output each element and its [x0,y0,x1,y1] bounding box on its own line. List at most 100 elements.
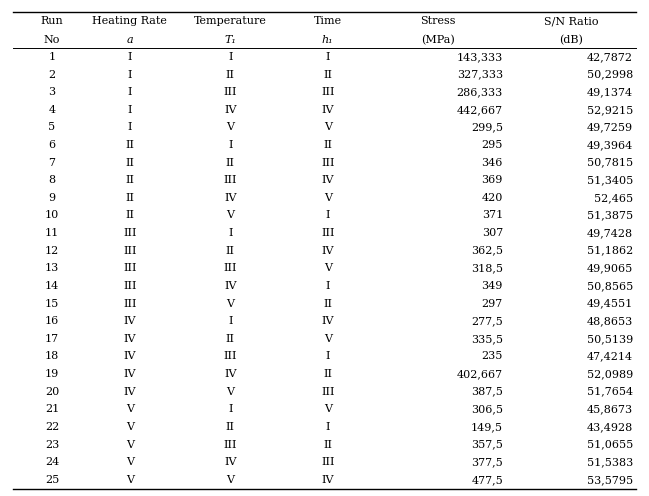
Text: 51,3405: 51,3405 [587,175,633,185]
Text: 371: 371 [482,210,503,221]
Text: V: V [227,123,234,132]
Text: 20: 20 [45,387,59,397]
Text: IV: IV [224,369,237,379]
Text: 51,0655: 51,0655 [587,439,633,449]
Text: III: III [224,352,237,362]
Text: 402,667: 402,667 [457,369,503,379]
Text: III: III [224,87,237,97]
Text: II: II [323,69,332,79]
Text: 16: 16 [45,316,59,326]
Text: 49,4551: 49,4551 [587,299,633,309]
Text: 362,5: 362,5 [471,246,503,256]
Text: No: No [43,35,60,45]
Text: 25: 25 [45,475,59,485]
Text: II: II [323,299,332,309]
Text: II: II [125,175,134,185]
Text: III: III [321,387,334,397]
Text: I: I [128,123,132,132]
Text: I: I [326,352,330,362]
Text: 1: 1 [49,52,55,62]
Text: 299,5: 299,5 [471,123,503,132]
Text: 327,333: 327,333 [457,69,503,79]
Text: 17: 17 [45,334,59,344]
Text: 22: 22 [45,422,59,432]
Text: V: V [126,422,134,432]
Text: I: I [128,87,132,97]
Text: III: III [123,228,136,238]
Text: V: V [126,439,134,449]
Text: IV: IV [224,457,237,467]
Text: IV: IV [321,175,334,185]
Text: III: III [321,228,334,238]
Text: IV: IV [321,246,334,256]
Text: 51,7654: 51,7654 [587,387,633,397]
Text: 5: 5 [49,123,55,132]
Text: 357,5: 357,5 [471,439,503,449]
Text: 47,4214: 47,4214 [587,352,633,362]
Text: 295: 295 [482,140,503,150]
Text: I: I [326,52,330,62]
Text: II: II [323,439,332,449]
Text: II: II [226,158,235,168]
Text: IV: IV [123,334,136,344]
Text: III: III [123,299,136,309]
Text: I: I [228,228,232,238]
Text: 235: 235 [482,352,503,362]
Text: 50,5139: 50,5139 [587,334,633,344]
Text: 306,5: 306,5 [471,404,503,414]
Text: Heating Rate: Heating Rate [92,16,167,26]
Text: 4: 4 [49,105,55,115]
Text: Time: Time [313,16,342,26]
Text: 19: 19 [45,369,59,379]
Text: 8: 8 [49,175,55,185]
Text: 420: 420 [482,193,503,203]
Text: V: V [227,210,234,221]
Text: II: II [226,422,235,432]
Text: S/N Ratio: S/N Ratio [544,16,598,26]
Text: V: V [126,475,134,485]
Text: 24: 24 [45,457,59,467]
Text: V: V [126,457,134,467]
Text: 21: 21 [45,404,59,414]
Text: IV: IV [224,193,237,203]
Text: I: I [326,210,330,221]
Text: Stress: Stress [421,16,456,26]
Text: III: III [321,457,334,467]
Text: II: II [226,334,235,344]
Text: 53,5795: 53,5795 [587,475,633,485]
Text: 14: 14 [45,281,59,291]
Text: IV: IV [224,105,237,115]
Text: II: II [226,246,235,256]
Text: IV: IV [123,316,136,326]
Text: 51,1862: 51,1862 [587,246,633,256]
Text: 52,0989: 52,0989 [587,369,633,379]
Text: 477,5: 477,5 [471,475,503,485]
Text: 369: 369 [482,175,503,185]
Text: III: III [123,263,136,273]
Text: I: I [228,52,232,62]
Text: I: I [228,404,232,414]
Text: IV: IV [321,475,334,485]
Text: II: II [125,158,134,168]
Text: 442,667: 442,667 [457,105,503,115]
Text: IV: IV [123,387,136,397]
Text: 45,8673: 45,8673 [587,404,633,414]
Text: 143,333: 143,333 [457,52,503,62]
Text: III: III [321,87,334,97]
Text: II: II [323,369,332,379]
Text: V: V [126,404,134,414]
Text: 277,5: 277,5 [471,316,503,326]
Text: 51,5383: 51,5383 [587,457,633,467]
Text: I: I [228,140,232,150]
Text: 50,8565: 50,8565 [587,281,633,291]
Text: IV: IV [321,316,334,326]
Text: 6: 6 [49,140,55,150]
Text: IV: IV [123,352,136,362]
Text: 50,7815: 50,7815 [587,158,633,168]
Text: II: II [226,69,235,79]
Text: V: V [227,387,234,397]
Text: 18: 18 [45,352,59,362]
Text: V: V [324,123,332,132]
Text: III: III [123,281,136,291]
Text: 377,5: 377,5 [471,457,503,467]
